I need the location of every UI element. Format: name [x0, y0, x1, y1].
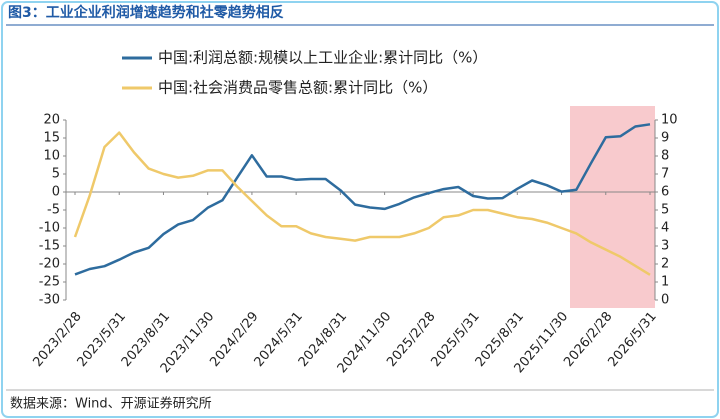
y-tick-label: 20	[43, 113, 60, 128]
y-tick-label: -5	[47, 203, 60, 218]
y2-tick-label: 0	[661, 293, 669, 308]
legend-label: 中国:利润总额:规模以上工业企业:累计同比（%）	[158, 49, 487, 67]
y-tick-label: 10	[43, 149, 60, 164]
y-tick-label: -30	[39, 293, 60, 308]
y2-tick-label: 1	[661, 275, 669, 290]
source-note: 数据来源：Wind、开源证券研究所	[10, 396, 212, 412]
y-tick-label: 5	[52, 167, 60, 182]
y2-tick-label: 8	[661, 149, 669, 164]
legend-label: 中国:社会消费品零售总额:累计同比（%）	[158, 79, 437, 97]
series-line	[73, 131, 651, 276]
y-tick-label: 15	[43, 131, 60, 146]
y2-tick-label: 10	[661, 113, 678, 128]
y2-tick-label: 2	[661, 257, 669, 272]
y2-tick-label: 5	[661, 203, 669, 218]
y-tick-label: -10	[39, 221, 60, 236]
highlight-region	[570, 106, 655, 308]
y-tick-label: -20	[39, 257, 60, 272]
y-tick-label: -15	[39, 239, 60, 254]
y2-tick-label: 6	[661, 185, 669, 200]
y-tick-label: -25	[39, 275, 60, 290]
y2-tick-label: 3	[661, 239, 669, 254]
y2-tick-label: 9	[661, 131, 669, 146]
series-line	[74, 123, 651, 276]
figure-title: 图3：工业企业利润增速趋势和社零趋势相反	[8, 4, 284, 21]
y-tick-label: 0	[52, 185, 60, 200]
y2-tick-label: 4	[661, 221, 669, 236]
y2-tick-label: 7	[661, 167, 669, 182]
